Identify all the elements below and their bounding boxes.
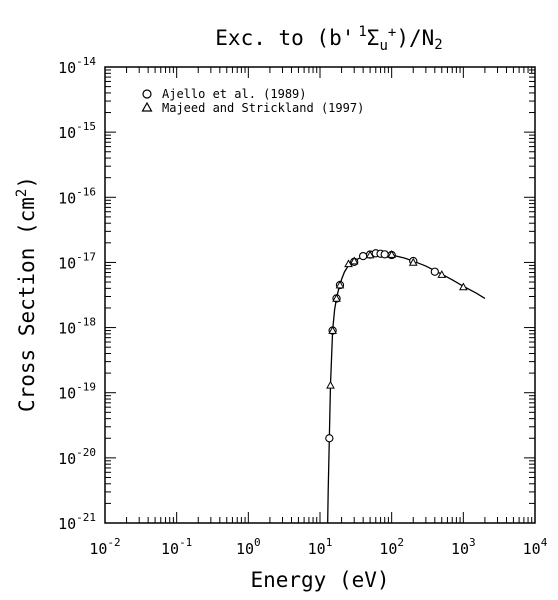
legend-triangle-icon	[141, 101, 153, 112]
x-tick-label: 104	[523, 536, 548, 558]
y-tick-label: 10-14	[58, 55, 96, 77]
plot-frame	[104, 66, 536, 524]
majeed-data-point	[332, 293, 341, 302]
y-tick-label: 10-17	[58, 250, 96, 272]
majeed-data-point	[458, 282, 468, 291]
model-curve	[327, 253, 486, 524]
majeed-data-point	[437, 270, 447, 278]
majeed-data-point	[326, 380, 335, 389]
x-tick-label: 103	[451, 536, 476, 558]
x-tick-label: 100	[236, 536, 261, 558]
x-tick-label: 102	[379, 536, 404, 558]
y-tick-label: 10-16	[58, 185, 96, 207]
x-tick-label: 10-1	[161, 536, 192, 558]
y-tick-label: 10-15	[58, 120, 96, 142]
majeed-data-point	[365, 250, 375, 259]
majeed-data-point	[344, 259, 353, 268]
ajello-data-point	[430, 267, 439, 276]
majeed-data-point	[328, 326, 337, 334]
tick-labels: 10-2 10-1 100 101 102 103 104 10-21 10-20 10-19 10…	[58, 55, 548, 558]
y-axis-label: Cross Section (cm2)	[14, 176, 39, 412]
x-tick-label: 101	[308, 536, 333, 558]
ajello-data-point	[380, 250, 389, 259]
x-tick-label: 10-2	[89, 536, 120, 558]
y-tick-label: 10-18	[58, 316, 96, 338]
legend-label-ajello: Ajello et al. (1989)	[162, 87, 307, 101]
majeed-data-point	[387, 250, 397, 258]
y-tick-label: 10-21	[58, 511, 96, 533]
majeed-data-point	[408, 257, 418, 266]
y-tick-label: 10-19	[58, 381, 96, 403]
legend: Ajello et al. (1989) Majeed and Strickla…	[141, 87, 364, 115]
legend-circle-icon	[142, 89, 152, 99]
legend-label-majeed: Majeed and Strickland (1997)	[162, 101, 364, 115]
majeed-data-point	[335, 280, 345, 289]
majeed-data-point	[349, 256, 359, 265]
ajello-data-point	[358, 251, 368, 261]
axis-ticks	[104, 66, 536, 524]
data-markers	[325, 249, 468, 443]
ajello-data-point	[325, 434, 334, 443]
chart-title: Exc. to (b' 1Σu+)/N2	[215, 24, 442, 54]
x-axis-label: Energy (eV)	[250, 568, 389, 592]
y-tick-label: 10-20	[58, 446, 96, 468]
